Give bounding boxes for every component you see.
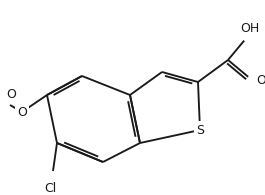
Text: Cl: Cl [44,182,56,195]
Text: O: O [256,74,265,87]
Text: S: S [196,123,204,136]
Text: O: O [17,105,27,119]
Text: OH: OH [240,22,260,35]
Text: O: O [6,89,16,102]
